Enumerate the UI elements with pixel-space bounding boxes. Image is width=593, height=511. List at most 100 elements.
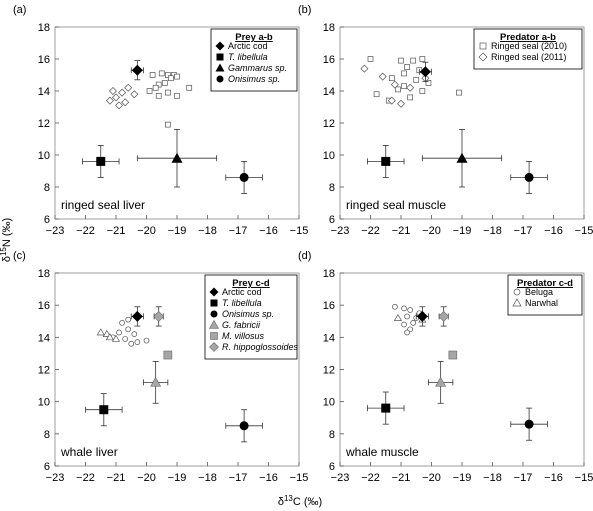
panel-d-x-tick-label: −19	[453, 472, 472, 484]
panel-d-y-tick-label: 14	[323, 332, 335, 344]
panel-a-x-tick-label: −22	[76, 225, 95, 237]
panel-c-y-tick-label: 14	[38, 332, 50, 344]
panel-c-r-hippoglossoides-point	[153, 311, 165, 322]
panel-b-y-tick-label: 10	[323, 150, 335, 162]
panel-b-y-tick-label: 8	[329, 182, 335, 194]
panel-c-beluga-point	[125, 316, 132, 323]
panel-b-t-libellula-point	[381, 156, 391, 166]
panel-c-beluga-point	[122, 336, 129, 342]
panel-a-legend-label-gammarus-sp: Gammarus sp.	[228, 63, 287, 73]
panel-b-ringed-seal-2011-point	[360, 64, 369, 73]
panel-b-x-tick-label: −16	[544, 225, 563, 237]
panel-b-ringed-seal-2010-point	[367, 56, 374, 62]
panel-a-ringed-seal-2010-point	[165, 72, 171, 78]
panel-a-x-tick-label: −15	[290, 225, 309, 237]
panel-c-legend-marker-onisimus-sp	[210, 310, 218, 318]
panel-d-tag: (d)	[298, 250, 311, 262]
panel-b-x-tick-label: −20	[422, 225, 441, 237]
panel-a-legend-marker-arctic-cod	[215, 41, 225, 51]
x-axis-title-main: δ	[278, 496, 284, 508]
panel-d-beluga-point	[401, 321, 407, 328]
panel-d-m-villosus-point	[448, 350, 458, 360]
panel-a-legend-box	[210, 28, 298, 92]
panel-a-ringed-seal-2010-point	[161, 80, 168, 86]
panel-c-legend-label-arctic-cod: Arctic cod	[222, 287, 262, 297]
panel-c-beluga-point	[128, 340, 135, 347]
panel-b-x-tick-label: −19	[453, 225, 472, 237]
panel-a: (a) 6 8 10 12 14 16 18 −23 −22 −21 −20 −19 −18 −17 −16−…	[13, 4, 308, 237]
panel-a-ringed-seal-2010-point	[174, 73, 180, 80]
panel-c-narwhal-point	[102, 329, 111, 337]
panel-a-ringed-seal-2010-point	[155, 81, 162, 88]
panel-a-ringed-seal-2010-point	[174, 92, 180, 99]
panel-d-legend-label-beluga: Beluga	[525, 287, 553, 297]
panel-b-x-tick-label: −21	[392, 225, 411, 237]
panel-c-y-tick-label: 8	[44, 429, 50, 441]
panel-b-ringed-seal-2010-point	[395, 86, 401, 93]
panel-c-beluga-point	[131, 331, 138, 337]
y-axis-title-rest: N (‰)	[1, 218, 13, 247]
panel-c-x-tick-label: −23	[46, 472, 65, 484]
panel-a-ringed-seal-2010-point	[186, 84, 193, 91]
panel-c-x-tick-label: −20	[137, 472, 156, 484]
panel-b-y-tick-label: 18	[323, 22, 335, 34]
panel-b-ringed-seal-2010-point	[404, 64, 410, 70]
x-axis-title-sup: 13	[284, 494, 293, 503]
panel-d-x-tick-label: −18	[483, 472, 502, 484]
panel-c-legend-label-onisimus-sp: Onisimus sp.	[222, 309, 274, 319]
panel-a-y-tick-label: 18	[38, 22, 50, 34]
panel-a-ringed-seal-2011-point	[121, 98, 130, 107]
panel-a-y-tick-label: 6	[44, 214, 50, 226]
panel-a-gammarus-sp-point	[171, 152, 183, 163]
panel-a-y-tick-label: 8	[44, 182, 50, 194]
panel-c-legend-marker-g-fabricii	[208, 319, 220, 329]
panel-b: (b) 6 8 10 12 14 16 18 −23 −22 −21 −20 −19 −18 −17 −16−…	[298, 4, 593, 237]
panel-c-narwhal-point	[96, 328, 105, 336]
panel-c-title: whale liver	[60, 445, 118, 459]
panel-b-y-tick-label: 6	[329, 214, 335, 226]
panel-b-x-tick-label: −15	[575, 225, 593, 237]
panel-d-t-libellula-point	[381, 403, 391, 413]
panel-d-x-tick-label: −15	[575, 472, 593, 484]
panel-b-tag: (b)	[298, 4, 311, 16]
panel-a-t-libellula-point	[96, 156, 106, 166]
panel-c-x-tick-label: −22	[76, 472, 95, 484]
panel-c-x-tick-label: −15	[290, 472, 309, 484]
panel-a-legend-label-t-libellula: T. libellula	[228, 52, 268, 62]
panel-b-ringed-seal-2010-point	[373, 91, 380, 98]
panel-b-ringed-seal-2010-point	[401, 83, 407, 90]
panel-b-ringed-seal-2010-point	[398, 57, 404, 64]
panel-d-legend-title: Predator c-d	[517, 278, 573, 289]
panel-a-ringed-seal-2011-point	[118, 88, 127, 97]
panel-c-legend-label-r-hippoglossoides: R. hippoglossoides	[222, 342, 299, 352]
panel-b-ringed-seal-2010-point	[419, 88, 426, 94]
panel-a-title: ringed seal liver	[61, 198, 145, 212]
panel-a-x-tick-label: −21	[107, 225, 126, 237]
panel-c-legend-label-t-libellula: T. libellula	[222, 298, 262, 308]
panel-d-y-tick-label: 18	[323, 268, 335, 280]
panel-d-legend-label-narwhal: Narwhal	[525, 298, 558, 308]
panel-d: (d) 6 8 10 12 14 16 18 −23 −22 −21 −20 −19 −18 −17 −16−…	[298, 250, 593, 484]
panel-c-narwhal-point	[111, 334, 121, 342]
panel-d-x-tick-label: −20	[422, 472, 441, 484]
panel-d-x-tick-label: −21	[392, 472, 411, 484]
panel-b-ringed-seal-2011-point	[390, 80, 399, 89]
panel-d-r-hippoglossoides-point	[438, 311, 450, 322]
panel-d-beluga-point	[404, 329, 410, 336]
panel-b-ringed-seal-2010-point	[419, 56, 426, 62]
panel-c-legend-marker-m-villosus	[210, 332, 218, 340]
panel-a-legend-title: Prey a-b	[235, 32, 273, 43]
panel-a-x-tick-label: −17	[229, 225, 248, 237]
panel-b-ringed-seal-2011-point	[378, 72, 387, 81]
panel-c-legend-marker-t-libellula	[210, 299, 218, 307]
panel-c-narwhal-point	[105, 333, 115, 341]
panel-c-tag: (c)	[13, 250, 26, 262]
panel-c-x-tick-label: −17	[229, 472, 248, 484]
panel-b-legend-label-ringed-seal-2011: Ringed seal (2011)	[491, 52, 566, 62]
x-axis-title: δ13C (‰)	[278, 494, 322, 509]
panel-c-beluga-point	[134, 339, 141, 346]
panel-c-arctic-cod-point	[131, 310, 143, 322]
panel-b-x-tick-label: −22	[361, 225, 380, 237]
panel-b-ringed-seal-2010-point	[413, 76, 420, 83]
panel-c-y-tick-label: 16	[38, 300, 50, 312]
